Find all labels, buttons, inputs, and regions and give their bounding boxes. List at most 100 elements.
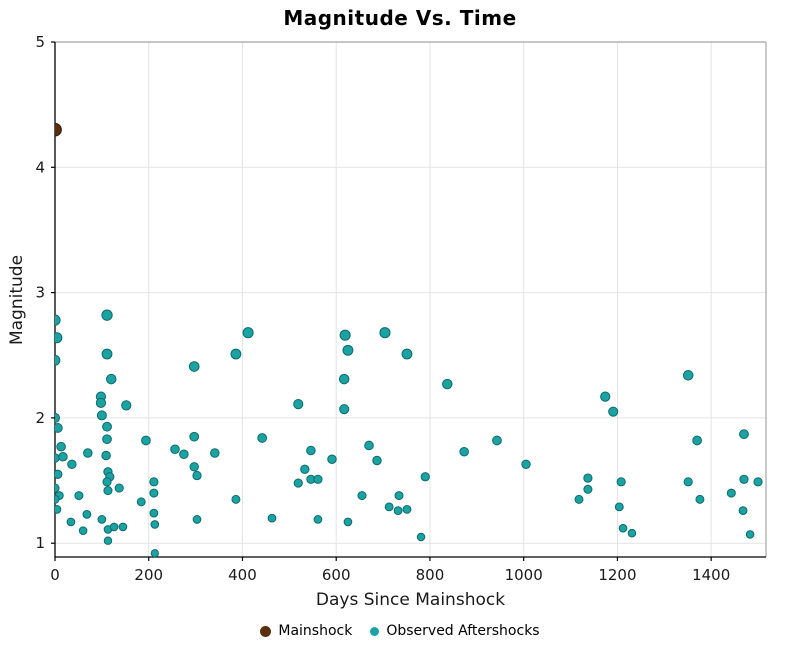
aftershock-point [67, 459, 77, 469]
aftershock-point [739, 474, 749, 484]
aftershock-point [96, 410, 107, 421]
aftershock-point [618, 523, 628, 533]
aftershock-point [149, 508, 159, 518]
aftershock-point [97, 515, 107, 524]
aftershock-point [695, 494, 705, 504]
aftershock-point [459, 446, 469, 457]
aftershock-point [55, 494, 60, 504]
x-tick-label: 400 [228, 566, 257, 584]
aftershock-point [78, 526, 88, 535]
aftershock-point [150, 520, 160, 529]
aftershock-point [739, 429, 749, 440]
aftershock-point [753, 477, 763, 487]
aftershock-point [83, 448, 93, 458]
aftershock-point [364, 440, 374, 451]
aftershock-point [682, 370, 694, 381]
legend-label-mainshock: Mainshock [278, 623, 353, 639]
aftershock-point [82, 510, 92, 519]
aftershock-point [394, 491, 404, 501]
aftershock-point [401, 348, 413, 360]
aftershock-point [492, 435, 502, 446]
aftershock-point [55, 332, 63, 344]
y-tick-label: 4 [35, 158, 45, 176]
chart-title: Magnitude Vs. Time [283, 6, 517, 30]
aftershock-point [101, 309, 113, 321]
aftershock-point [384, 502, 394, 512]
legend-label-aftershocks: Observed Aftershocks [386, 623, 540, 639]
aftershock-point [141, 435, 151, 446]
aftershock-point [357, 491, 367, 501]
mainshock-point [55, 122, 62, 137]
aftershock-point [231, 494, 241, 504]
aftershock-point [745, 530, 755, 539]
aftershock-point [313, 474, 323, 484]
aftershock-point [242, 327, 254, 339]
aftershock-point [149, 477, 159, 487]
aftershock-point [179, 449, 189, 460]
aftershock-point [55, 469, 63, 479]
aftershock-point [372, 455, 382, 466]
aftershock-point [101, 450, 111, 461]
aftershock-point [600, 391, 611, 402]
aftershock-point [521, 459, 531, 469]
aftershock-point [608, 406, 619, 417]
aftershock-point [121, 400, 132, 411]
aftershock-point [101, 348, 113, 360]
aftershock-legend-marker-icon [370, 626, 380, 636]
aftershock-point [149, 488, 159, 498]
aftershock-point [118, 522, 128, 532]
y-tick-label: 3 [35, 284, 45, 302]
mainshock-legend-marker-icon [260, 625, 272, 637]
aftershock-point [189, 431, 200, 442]
aftershock-point [114, 483, 124, 493]
aftershock-point [379, 327, 391, 339]
x-tick-label: 1000 [505, 566, 543, 584]
aftershock-point [102, 434, 112, 445]
aftershock-point [55, 314, 61, 326]
y-axis-label: Magnitude [7, 254, 28, 345]
aftershock-point [692, 435, 702, 446]
aftershock-point [66, 517, 76, 527]
aftershock-point [402, 504, 412, 514]
aftershock-point [210, 448, 220, 458]
aftershock-point [55, 483, 60, 493]
x-tick-label: 0 [50, 566, 60, 584]
aftershock-point [339, 329, 351, 341]
aftershock-point [58, 452, 68, 462]
aftershock-point [189, 462, 199, 472]
aftershock-point [293, 478, 303, 488]
aftershock-point [583, 484, 593, 494]
aftershock-point [420, 472, 430, 482]
aftershock-point [339, 404, 350, 415]
aftershock-point [416, 532, 426, 542]
aftershock-point [95, 397, 107, 408]
aftershock-point [327, 454, 337, 464]
aftershock-point [55, 412, 60, 423]
x-axis-label: Days Since Mainshock [315, 590, 506, 610]
aftershock-point [338, 373, 350, 385]
aftershock-point [738, 506, 748, 516]
aftershock-point [55, 354, 61, 366]
aftershock-point [257, 433, 268, 443]
x-tick-label: 600 [322, 566, 351, 584]
legend: Mainshock Observed Aftershocks [0, 623, 800, 639]
y-tick-label: 5 [35, 33, 45, 51]
aftershock-point [393, 506, 403, 516]
legend-item-aftershocks: Observed Aftershocks [370, 623, 540, 639]
x-tick-label: 800 [416, 566, 445, 584]
aftershock-point [627, 528, 637, 538]
aftershock-point [583, 473, 593, 483]
aftershock-point [616, 477, 626, 487]
aftershock-point [230, 348, 242, 360]
x-tick-label: 200 [134, 566, 163, 584]
y-tick-label: 2 [35, 409, 45, 427]
x-tick-label: 1400 [692, 566, 730, 584]
y-tick-label: 1 [35, 534, 45, 552]
aftershock-point [192, 515, 202, 524]
aftershock-point [343, 517, 353, 527]
aftershock-point [192, 470, 202, 481]
aftershock-point [614, 502, 624, 512]
aftershock-point [726, 488, 736, 498]
